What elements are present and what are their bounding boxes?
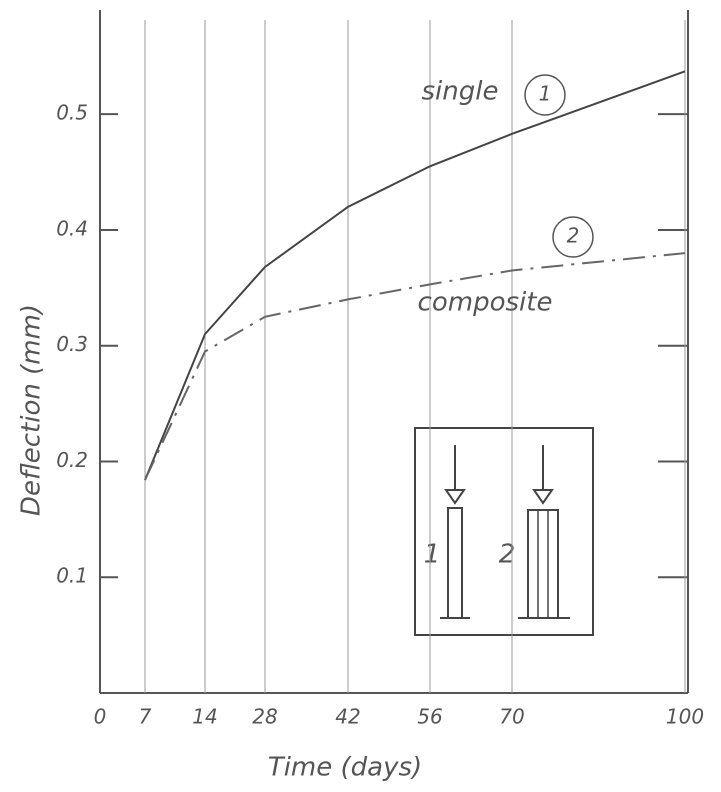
label-circle [552, 216, 594, 258]
x-tick-label: 7 [139, 705, 152, 729]
arrow-head [532, 489, 554, 505]
y-tick-label: 0.2 [56, 448, 88, 472]
inset: 1 2 [414, 427, 594, 636]
y-tick-label: 0.4 [56, 216, 88, 240]
label-circle [524, 74, 566, 116]
x-tick-label: 0 [94, 705, 107, 729]
arrow-head [444, 489, 466, 505]
x-tick-label: 28 [252, 705, 277, 729]
inset-label: 1 [424, 540, 441, 570]
y-tick-label: 0.5 [56, 101, 88, 125]
x-tick-label: 70 [499, 705, 524, 729]
circled-label: 1 [539, 82, 552, 106]
circled-label: 2 [567, 224, 580, 248]
series-label: composite [418, 288, 553, 318]
y-tick-label: 0.1 [56, 564, 88, 588]
inset-frame [414, 427, 594, 636]
series-label: single [422, 77, 499, 107]
series-line [144, 70, 686, 481]
inset-label: 2 [499, 540, 516, 570]
x-tick-label: 14 [192, 705, 217, 729]
x-tick-label: 56 [417, 705, 442, 729]
y-tick-label: 0.3 [56, 332, 88, 356]
y-axis-label: Deflection (mm) [17, 304, 47, 516]
x-axis-label: Time (days) [268, 753, 422, 783]
x-tick-label: 100 [666, 705, 704, 729]
series-line [144, 252, 686, 481]
x-tick-label: 42 [335, 705, 360, 729]
